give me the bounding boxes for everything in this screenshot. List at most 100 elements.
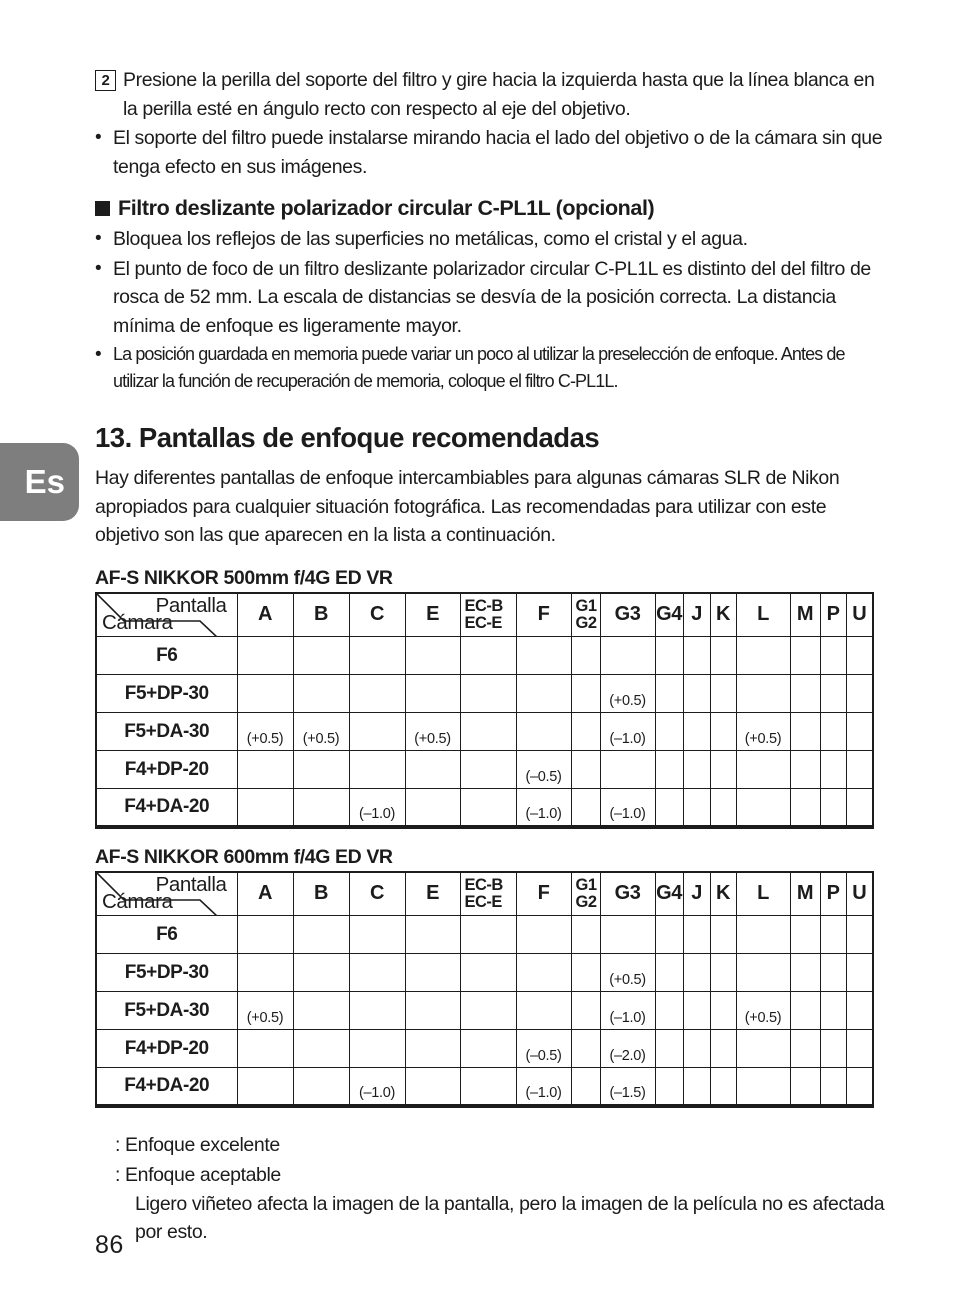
camera-label: F6: [95, 915, 238, 954]
column-header: M: [789, 592, 821, 637]
compensation-cell: [570, 636, 601, 675]
compensation-cell: [348, 991, 406, 1030]
compensation-cell: [348, 712, 406, 751]
compensation-cell: [709, 636, 737, 675]
compensation-cell: [682, 915, 711, 954]
compensation-cell: [789, 788, 821, 827]
compensation-cell: [459, 636, 517, 675]
compensation-cell: [348, 953, 406, 992]
compensation-cell: [599, 636, 656, 675]
compensation-cell: [515, 915, 572, 954]
compensation-cell: [570, 712, 601, 751]
camera-label: F5+DA-30: [95, 991, 238, 1030]
column-header: J: [682, 592, 711, 637]
column-header: U: [845, 871, 874, 916]
page-number: 86: [95, 1231, 124, 1259]
compensation-cell: [404, 1067, 461, 1106]
compensation-cell: [292, 674, 350, 713]
compensation-cell: [292, 953, 350, 992]
compensation-cell: [236, 1067, 294, 1106]
compensation-cell: [292, 991, 350, 1030]
diagonal-divider-icon: [97, 593, 218, 636]
compensation-cell: [292, 636, 350, 675]
corner-label-camara: Cámara: [102, 890, 173, 913]
section-13-intro: Hay diferentes pantallas de enfoque inte…: [95, 467, 840, 546]
compensation-cell: [845, 953, 874, 992]
compensation-cell: [292, 1067, 350, 1106]
camera-label: F6: [95, 636, 238, 675]
compensation-cell: [819, 674, 847, 713]
compensation-cell: [459, 788, 517, 827]
column-header: E: [404, 592, 461, 637]
table-header-row: Pantalla Cámara A B C E EC-B EC-E F G1 G2 G3 G4 J K L M P…: [95, 592, 874, 637]
compensation-cell: [819, 915, 847, 954]
compensation-cell: [348, 636, 406, 675]
compensation-cell: [236, 1029, 294, 1068]
corner-cell-pantalla-camara: Pantalla Cámara: [95, 592, 238, 637]
compensation-cell: [682, 788, 711, 827]
compensation-cell: [292, 750, 350, 789]
top-bullet-text: El soporte del filtro puede instalarse m…: [113, 127, 883, 178]
bullet-icon: •: [95, 228, 102, 249]
compensation-cell: [735, 953, 791, 992]
compensation-cell: [709, 1029, 737, 1068]
filter-bullet-2-text: El punto de foco de un filtro deslizante…: [113, 257, 871, 337]
compensation-cell: [570, 953, 601, 992]
column-header: G1 G2: [570, 592, 601, 637]
camera-label: F5+DP-30: [95, 953, 238, 992]
column-header: G3: [599, 592, 656, 637]
column-header: G4: [654, 592, 684, 637]
compensation-cell: [789, 991, 821, 1030]
compensation-cell: [789, 750, 821, 789]
step-2-marker: 2: [95, 70, 116, 91]
compensation-cell: [404, 750, 461, 789]
camera-label: F4+DA-20: [95, 788, 238, 827]
table-row: F6: [95, 915, 874, 954]
compensation-cell: [845, 915, 874, 954]
filter-section-heading: Filtro deslizante polarizador circular C…: [95, 194, 885, 222]
compensation-cell: [709, 915, 737, 954]
compensation-cell: (+0.5): [599, 953, 656, 992]
compensation-cell: [570, 788, 601, 827]
column-header: K: [709, 592, 737, 637]
compensation-cell: (–1.0): [515, 1067, 572, 1106]
compensation-cell: [654, 915, 684, 954]
table-600mm-title: AF-S NIKKOR 600mm f/4G ED VR: [95, 845, 393, 868]
top-bullet: • El soporte del filtro puede instalarse…: [95, 124, 885, 181]
compensation-cell: [789, 712, 821, 751]
compensation-cell: [570, 750, 601, 789]
legend-note: Ligero viñeteo afecta la imagen de la pa…: [135, 1192, 885, 1244]
compensation-cell: [845, 750, 874, 789]
compensation-cell: [236, 750, 294, 789]
column-header: F: [515, 871, 572, 916]
bullet-icon: •: [95, 127, 102, 148]
compensation-cell: [570, 1067, 601, 1106]
compensation-cell: (+0.5): [236, 712, 294, 751]
focusing-screen-table-500mm: Pantalla Cámara A B C E EC-B EC-E F G1 G2 G3 G4 J K L M P…: [95, 591, 874, 829]
compensation-cell: [236, 788, 294, 827]
bullet-icon: •: [95, 344, 102, 365]
compensation-cell: [654, 1029, 684, 1068]
compensation-cell: [654, 750, 684, 789]
compensation-cell: [654, 953, 684, 992]
column-header: G3: [599, 871, 656, 916]
column-header: C: [348, 871, 406, 916]
compensation-cell: [845, 636, 874, 675]
compensation-cell: [654, 674, 684, 713]
column-header: G1 G2: [570, 871, 601, 916]
compensation-cell: [599, 750, 656, 789]
compensation-cell: [819, 750, 847, 789]
compensation-cell: (+0.5): [599, 674, 656, 713]
compensation-cell: [348, 915, 406, 954]
compensation-cell: [845, 788, 874, 827]
section-13-title: 13. Pantallas de enfoque recomendadas: [95, 422, 600, 453]
compensation-cell: [789, 915, 821, 954]
compensation-cell: [515, 712, 572, 751]
compensation-cell: [404, 915, 461, 954]
compensation-cell: [459, 674, 517, 713]
filter-bullet-3: • La posición guardada en memoria puede …: [95, 341, 885, 395]
table-500mm-title: AF-S NIKKOR 500mm f/4G ED VR: [95, 566, 393, 589]
compensation-cell: [654, 788, 684, 827]
table-row: F5+DA-30 (+0.5) (–1.0) (+0.5): [95, 991, 874, 1030]
compensation-cell: (–0.5): [515, 750, 572, 789]
